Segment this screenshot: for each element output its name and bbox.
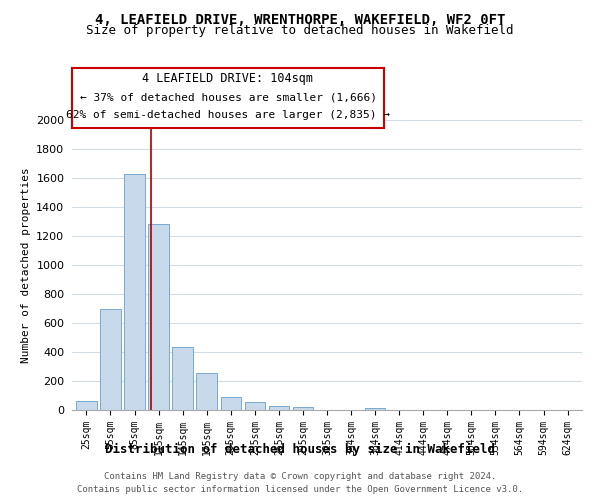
Bar [269,406,289,410]
Text: Contains public sector information licensed under the Open Government Licence v3: Contains public sector information licen… [77,485,523,494]
Y-axis label: Number of detached properties: Number of detached properties [20,167,31,363]
Bar [100,308,121,410]
Bar [76,400,97,410]
Bar [196,373,217,410]
Text: Contains HM Land Registry data © Crown copyright and database right 2024.: Contains HM Land Registry data © Crown c… [104,472,496,481]
Text: 4 LEAFIELD DRIVE: 104sqm: 4 LEAFIELD DRIVE: 104sqm [143,72,314,85]
Bar [172,347,193,410]
Text: Size of property relative to detached houses in Wakefield: Size of property relative to detached ho… [86,24,514,37]
Text: 62% of semi-detached houses are larger (2,835) →: 62% of semi-detached houses are larger (… [66,110,390,120]
Bar [124,174,145,410]
Text: 4, LEAFIELD DRIVE, WRENTHORPE, WAKEFIELD, WF2 0FT: 4, LEAFIELD DRIVE, WRENTHORPE, WAKEFIELD… [95,12,505,26]
Bar [148,224,169,410]
Bar [293,407,313,410]
Text: ← 37% of detached houses are smaller (1,666): ← 37% of detached houses are smaller (1,… [79,92,377,102]
Bar [365,408,385,410]
Bar [221,397,241,410]
Bar [245,402,265,410]
Text: Distribution of detached houses by size in Wakefield: Distribution of detached houses by size … [105,442,495,456]
